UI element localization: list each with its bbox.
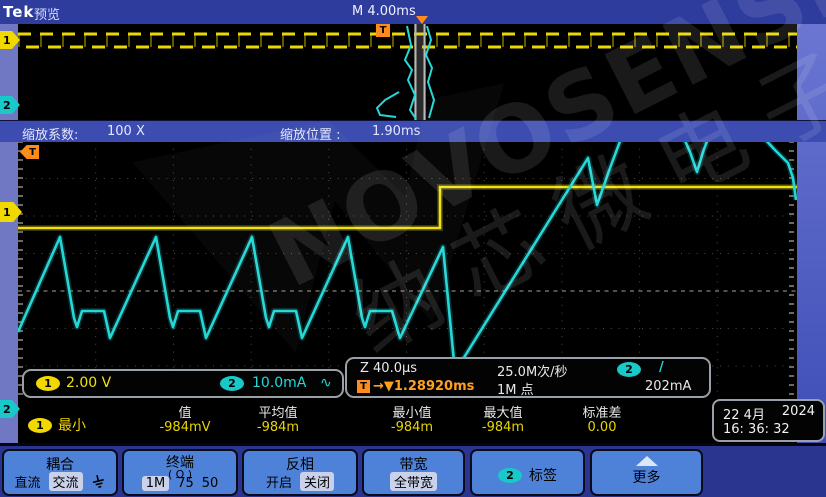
label-channel-badge: 2 — [498, 467, 522, 483]
trigger-position-triangle-icon — [416, 16, 428, 24]
year-readout: 2024 — [781, 404, 815, 419]
sample-rate-readout: 25.0M次/秒 — [497, 365, 568, 380]
coupling-title: 耦合 — [46, 457, 74, 473]
time-readout: 16: 36: 32 — [723, 422, 790, 437]
ch2-overview-marker-label: 2 — [3, 98, 11, 112]
label-title: 标签 — [529, 468, 557, 484]
more-title: 更多 — [632, 470, 661, 486]
meas-mean: -984m — [256, 420, 300, 435]
zoom-factor-label: 缩放系数: — [22, 128, 79, 143]
datetime-box: 22 4月 2024 16: 36: 32 — [712, 399, 825, 442]
brand-logo: Tek — [3, 3, 35, 21]
termination-option-50[interactable]: 50 — [201, 476, 219, 491]
invert-title: 反相 — [286, 457, 314, 473]
trigger-position-marker-label: T — [379, 25, 387, 36]
meas-col-mean: 平均值 — [258, 406, 298, 421]
termination-option-75[interactable]: 75 — [177, 476, 194, 491]
measurement-type-label: 最小 — [58, 418, 86, 434]
trigger-offscreen-left-label: T — [29, 146, 36, 158]
zoom-timebase-readout: Z 40.0µs — [360, 361, 418, 376]
main-timebase-readout: M 4.00ms — [352, 4, 416, 19]
termination-option-1m[interactable]: 1M — [141, 476, 170, 491]
trigger-position-marker: T — [376, 24, 390, 37]
ch2-reference-marker: 2 — [0, 400, 20, 418]
bandwidth-option-full[interactable]: 全带宽 — [389, 472, 437, 491]
trigger-slope-icon: / — [659, 360, 664, 375]
ch1-overview-marker-label: 1 — [3, 33, 11, 47]
zoom-position-value: 1.90ms — [372, 124, 421, 139]
label-button[interactable]: 2 标签 — [470, 449, 585, 496]
ch2-scale-readout: 10.0mA — [252, 375, 307, 391]
meas-value: -984mV — [159, 420, 211, 435]
termination-subtitle: ( Ω ) — [168, 468, 192, 481]
coupling-button[interactable]: 耦合 直流 交流 — [2, 449, 118, 496]
meas-col-min: 最小值 — [392, 406, 432, 421]
ch2-badge: 2 — [220, 376, 244, 391]
right-border-strip — [797, 24, 826, 443]
measurement-source-badge: 1 — [28, 417, 52, 433]
ch2-overview-marker: 2 — [0, 96, 20, 114]
date-readout: 22 4月 — [723, 408, 765, 423]
trigger-source-badge: 2 — [617, 362, 641, 377]
coupling-option-dc[interactable]: 直流 — [14, 476, 41, 491]
overview-waveform-panel — [18, 24, 797, 120]
left-marker-strip — [0, 24, 18, 443]
ch2-ac-coupling-icon: ∿ — [320, 375, 332, 391]
ch1-badge: 1 — [36, 376, 60, 391]
ch1-reference-marker: 1 — [0, 202, 22, 222]
coupling-option-ac[interactable]: 交流 — [48, 472, 83, 491]
meas-col-stddev: 标准差 — [582, 406, 622, 421]
trigger-delay-readout: →▼1.28920ms — [373, 379, 475, 394]
bandwidth-button[interactable]: 带宽 全带宽 — [362, 449, 465, 496]
zoom-factor-value: 100 X — [107, 124, 145, 139]
termination-button[interactable]: 终端 ( Ω ) 1M 75 50 — [122, 449, 238, 496]
invert-option-off[interactable]: 关闭 — [300, 472, 335, 491]
more-up-arrow-icon — [635, 456, 658, 466]
invert-button[interactable]: 反相 开启 关闭 — [242, 449, 358, 496]
ch1-reference-marker-label: 1 — [3, 205, 11, 219]
invert-option-on[interactable]: 开启 — [265, 476, 292, 491]
acquisition-mode-label: 预览 — [34, 8, 61, 23]
trigger-readout-box: Z 40.0µs 25.0M次/秒 2 / T →▼1.28920ms 1M 点… — [345, 357, 711, 398]
more-button[interactable]: 更多 — [590, 449, 703, 496]
ch1-overview-marker: 1 — [0, 31, 20, 49]
meas-col-value: 值 — [178, 406, 192, 421]
ch2-reference-marker-label: 2 — [3, 402, 11, 416]
measurement-row-label: 1 最小 — [28, 415, 86, 435]
ground-coupling-icon[interactable] — [89, 472, 107, 490]
softkey-menu-bar: 耦合 直流 交流 终端 ( Ω ) 1M 75 50 反 — [0, 443, 826, 497]
delay-t-badge: T — [357, 380, 370, 393]
meas-col-max: 最大值 — [483, 406, 523, 421]
bandwidth-title: 带宽 — [399, 457, 428, 473]
meas-stddev: 0.00 — [587, 420, 617, 435]
zoom-position-label: 缩放位置 : — [280, 128, 341, 143]
termination-title-text: 终端 — [166, 455, 194, 471]
record-length-readout: 1M 点 — [497, 383, 534, 398]
zoom-info-bar: 缩放系数: 100 X 缩放位置 : 1.90ms — [0, 120, 826, 143]
termination-title: 终端 — [124, 452, 236, 472]
title-bar: Tek 预览 M 4.00ms — [0, 0, 826, 26]
meas-min: -984m — [390, 420, 434, 435]
trigger-level-readout: 202mA — [645, 379, 692, 394]
channel-scale-readout-bar: 1 2.00 V 2 10.0mA ∿ — [22, 369, 344, 398]
meas-max: -984m — [481, 420, 525, 435]
ch1-scale-readout: 2.00 V — [66, 375, 112, 391]
